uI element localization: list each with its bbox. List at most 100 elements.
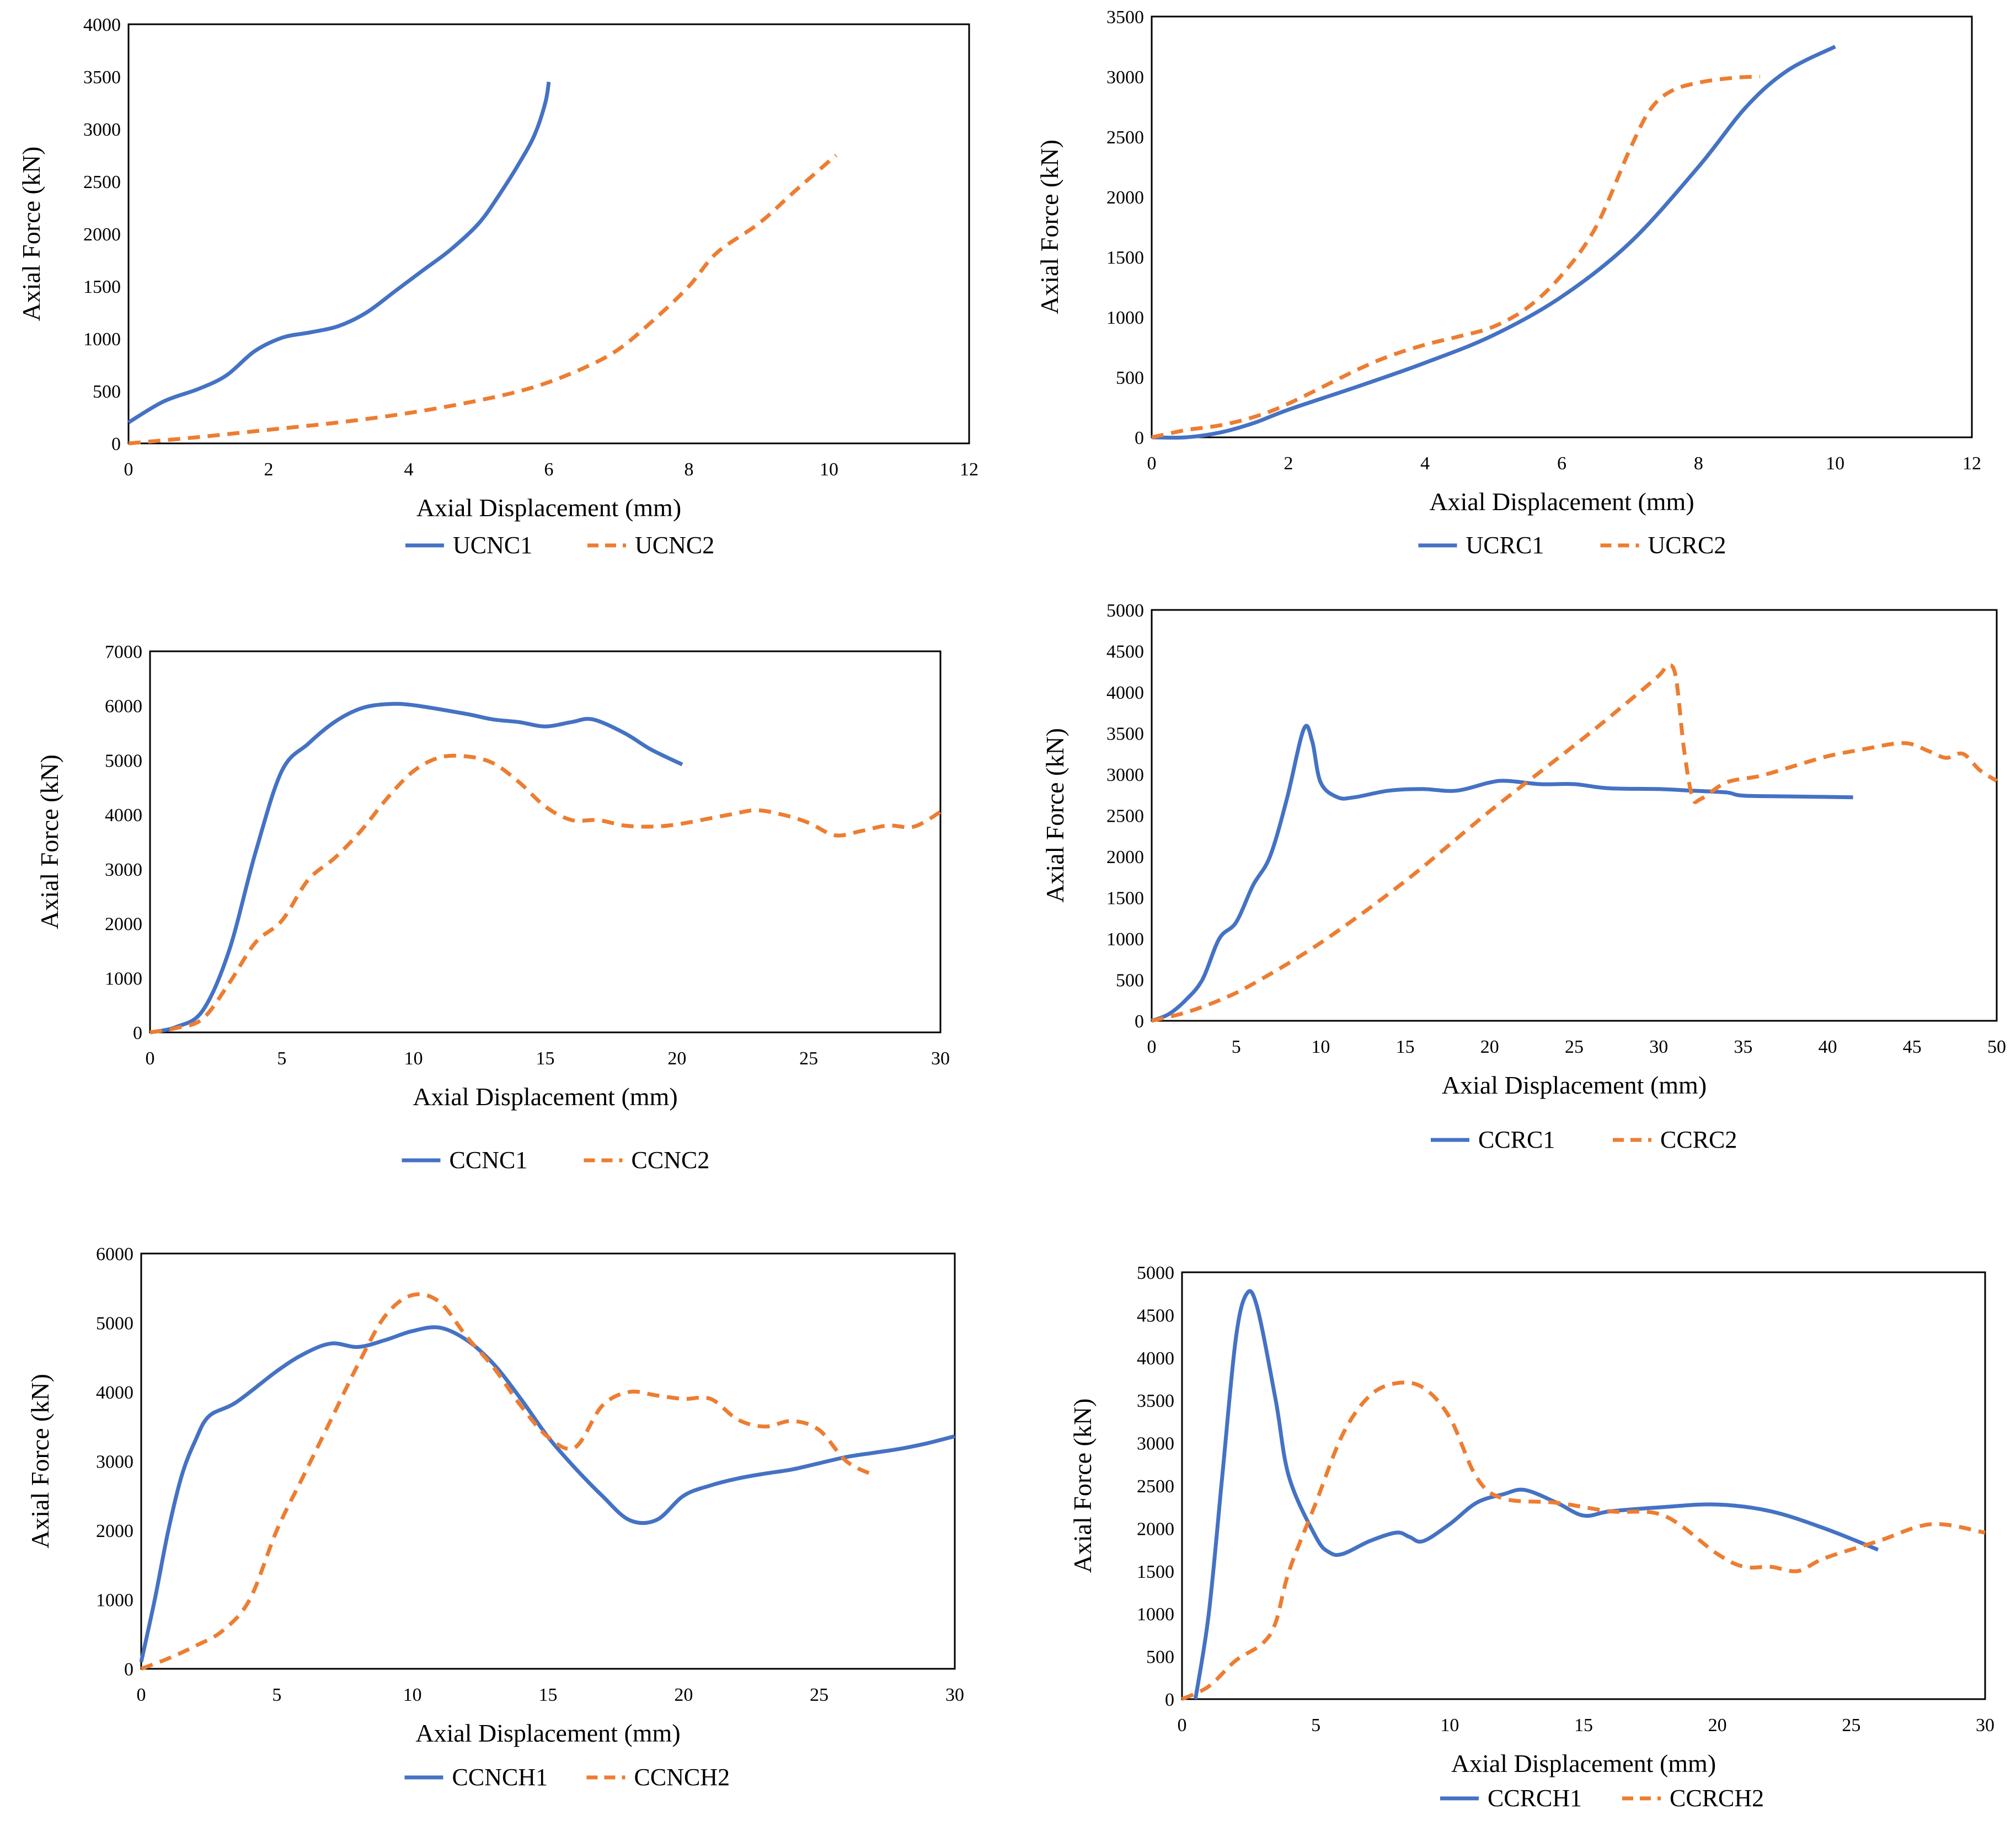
y-tick-label: 4500	[1137, 1305, 1174, 1326]
x-tick-label: 10	[1311, 1037, 1330, 1057]
x-tick-label: 5	[1232, 1037, 1241, 1057]
y-tick-label: 4000	[83, 15, 121, 35]
legend-label: CCNCH2	[634, 1764, 730, 1791]
x-tick-label: 2	[264, 459, 274, 480]
x-tick-label: 20	[674, 1685, 693, 1705]
x-axis-title: Axial Displacement (mm)	[1451, 1749, 1716, 1777]
x-axis-title: Axial Displacement (mm)	[416, 494, 681, 522]
chart-panel-3: 0 5 10 15 20 25 30 0 1000 2000 3000 4000 5000 6000 700…	[35, 642, 950, 1174]
x-tick-label: 5	[1311, 1715, 1320, 1736]
x-tick-label: 10	[404, 1048, 423, 1069]
legend-label: UCNC2	[635, 532, 714, 559]
y-tick-label: 0	[1135, 428, 1144, 448]
legend-label: UCRC1	[1466, 532, 1544, 559]
legend: CCNC1 CCNC2	[402, 1147, 710, 1174]
series-line-ccrc2	[1151, 663, 1998, 1023]
x-tick-label: 15	[1396, 1037, 1415, 1057]
chart-panel-6: 0 5 10 15 20 25 30 0 500 1000 1500 2000 2500 3000 3500…	[1068, 1263, 1994, 1812]
legend-label: CCRC2	[1660, 1126, 1737, 1153]
y-tick-label: 2000	[1137, 1519, 1174, 1539]
y-tick-label: 2000	[1106, 847, 1144, 867]
chart-panel-2: 0 2 4 6 8 10 12 0 500 1000 1500 2000 2500 3000 3500 Axi…	[1035, 7, 1981, 559]
plot-frame	[140, 1252, 956, 1670]
y-tick-label: 4000	[105, 805, 142, 826]
y-tick-label: 6000	[105, 697, 142, 717]
chart-panel-5: 0 5 10 15 20 25 30 0 1000 2000 3000 4000 5000 6000 Axi…	[26, 1244, 964, 1791]
x-tick-label: 15	[539, 1685, 558, 1705]
y-tick-label: 1500	[1106, 888, 1144, 909]
y-tick-label: 4000	[1106, 683, 1144, 703]
y-tick-label: 1500	[1106, 248, 1144, 268]
legend-label: CCNC2	[632, 1147, 710, 1174]
y-tick-label: 3500	[1106, 7, 1144, 28]
y-tick-label: 3000	[96, 1452, 133, 1472]
y-tick-label: 3000	[1137, 1434, 1174, 1454]
x-tick-label: 30	[945, 1685, 964, 1705]
y-tick-label: 0	[124, 1659, 133, 1680]
series-line-ccnch1	[139, 1325, 955, 1663]
series-line-ccnc1	[149, 701, 683, 1035]
legend: CCRCH1 CCRCH2	[1440, 1785, 1764, 1812]
x-tick-label: 0	[146, 1048, 155, 1069]
x-tick-label: 45	[1903, 1037, 1922, 1057]
y-tick-label: 1000	[83, 329, 121, 350]
x-tick-label: 6	[1557, 453, 1566, 474]
x-tick-label: 0	[1178, 1715, 1187, 1736]
series-line-ccrch2	[1181, 1380, 1986, 1701]
x-tick-label: 20	[667, 1048, 686, 1069]
y-tick-label: 2000	[1106, 188, 1144, 208]
plot-frame	[149, 650, 942, 1033]
legend: UCNC1 UCNC2	[405, 532, 714, 559]
x-axis-title: Axial Displacement (mm)	[415, 1719, 680, 1747]
x-tick-label: 8	[1694, 453, 1703, 474]
chart-panel-4: 0 5 10 15 20 25 30 35 40 45 5005001000150020002500…	[1041, 601, 2006, 1153]
x-tick-label: 2	[1284, 453, 1293, 474]
x-tick-label: 25	[1565, 1037, 1584, 1057]
y-tick-label: 3500	[1137, 1391, 1174, 1411]
plot-frame	[1151, 609, 1998, 1022]
series-line-ucnc1	[127, 81, 551, 425]
y-tick-label: 4000	[96, 1383, 133, 1403]
y-axis-title: Axial Force (kN)	[26, 1374, 54, 1549]
legend: CCRC1 CCRC2	[1431, 1126, 1737, 1153]
x-tick-label: 0	[1147, 1037, 1157, 1057]
x-tick-label: 10	[1440, 1715, 1459, 1736]
x-tick-label: 35	[1734, 1037, 1752, 1057]
y-tick-label: 2500	[1106, 127, 1144, 148]
x-axis-title: Axial Displacement (mm)	[413, 1083, 677, 1111]
x-tick-label: 15	[1574, 1715, 1593, 1736]
legend-label: UCRC2	[1648, 532, 1726, 559]
x-tick-label: 0	[137, 1685, 146, 1705]
x-tick-label: 20	[1480, 1037, 1499, 1057]
x-axis-title: Axial Displacement (mm)	[1429, 488, 1694, 516]
series-line-ccnc2	[149, 753, 942, 1035]
y-tick-label: 0	[111, 434, 121, 454]
y-tick-label: 0	[133, 1023, 142, 1043]
y-tick-label: 3000	[1106, 67, 1144, 88]
series-line-ccnch2	[140, 1292, 875, 1671]
y-tick-label: 5000	[1137, 1263, 1174, 1283]
y-tick-label: 0	[1165, 1690, 1174, 1710]
legend-label: CCRCH1	[1488, 1785, 1582, 1812]
plot-frame	[127, 23, 970, 444]
y-tick-label: 2000	[83, 224, 121, 245]
legend: CCNCH1 CCNCH2	[404, 1764, 730, 1791]
y-tick-label: 3000	[105, 860, 142, 880]
y-tick-label: 1000	[96, 1590, 133, 1611]
y-axis-title: Axial Force (kN)	[1035, 140, 1063, 314]
y-axis-title: Axial Force (kN)	[1041, 728, 1069, 903]
x-tick-label: 12	[1962, 453, 1981, 474]
x-tick-label: 12	[960, 459, 978, 480]
y-tick-label: 5000	[105, 751, 142, 771]
y-tick-label: 1500	[1137, 1562, 1174, 1582]
x-tick-label: 4	[1420, 453, 1430, 474]
legend-label: CCRC1	[1478, 1126, 1555, 1153]
x-tick-label: 4	[404, 459, 414, 480]
legend-label: CCNCH1	[452, 1764, 548, 1791]
x-tick-label: 15	[536, 1048, 555, 1069]
x-tick-label: 10	[403, 1685, 422, 1705]
chart-panel-1: 0 2 4 6 8 10 12 0 500 1000 1500 2000 2500 3000 3500 400…	[17, 15, 978, 559]
plot-frame	[1181, 1271, 1986, 1700]
x-tick-label: 8	[685, 459, 694, 480]
